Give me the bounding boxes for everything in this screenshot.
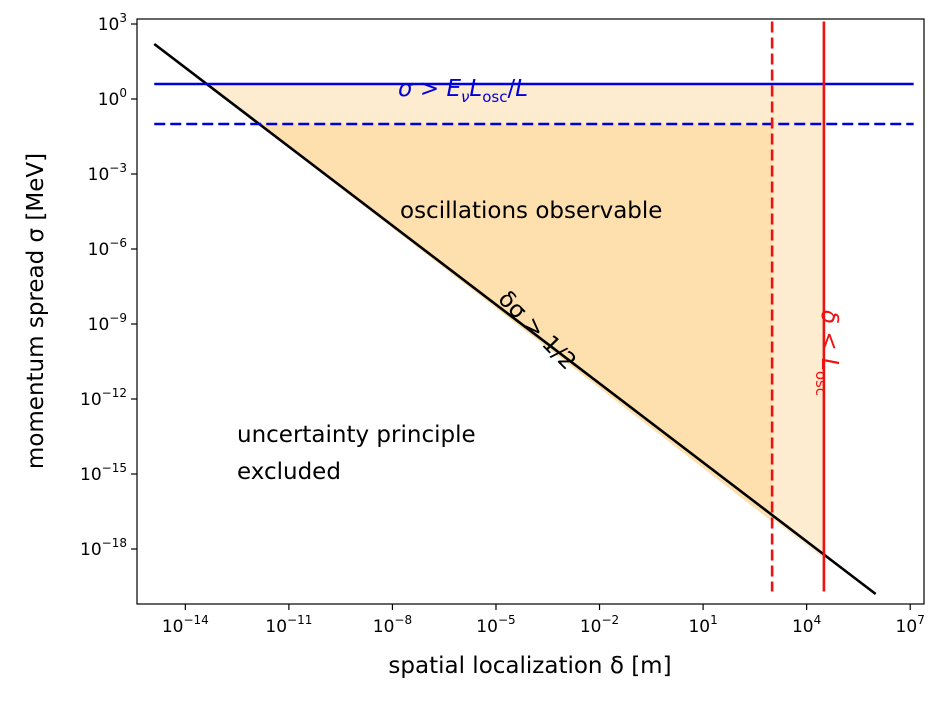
series-line-0 — [153, 42, 877, 596]
oscillations-observable-core — [257, 124, 773, 522]
excluded-label-line2: excluded — [237, 459, 341, 485]
x-tick-label: 10−8 — [373, 613, 412, 637]
delta-threshold-label: δ < Losc — [812, 310, 842, 396]
series-lines — [153, 21, 914, 596]
y-axis-ticks: 10−18 10−15 10−12 10−9 10−6 10−3 100 103 — [80, 11, 137, 560]
oscillations-observable-label: oscillations observable — [400, 198, 662, 224]
y-tick-label: 10−9 — [88, 311, 127, 335]
y-tick-label: 10−12 — [80, 386, 127, 410]
y-tick-label: 100 — [98, 86, 127, 110]
y-axis-label: momentum spread σ [MeV] — [23, 153, 49, 469]
y-tick-label: 103 — [98, 11, 127, 35]
x-tick-label: 10−5 — [476, 613, 515, 637]
excluded-label-line1: uncertainty principle — [237, 422, 476, 448]
y-tick-label: 10−15 — [80, 461, 127, 485]
y-tick-label: 10−18 — [80, 536, 127, 560]
y-tick-label: 10−3 — [88, 161, 127, 185]
x-axis-label: spatial localization δ [m] — [388, 653, 671, 679]
plot-frame — [136, 18, 925, 605]
y-tick-label: 10−6 — [88, 236, 127, 260]
x-tick-label: 101 — [688, 613, 717, 637]
x-axis-ticks: 10−14 10−11 10−8 10−5 10−2 101 104 107 — [162, 604, 925, 637]
x-tick-label: 10−11 — [265, 613, 312, 637]
x-tick-label: 107 — [896, 613, 925, 637]
x-tick-label: 10−2 — [580, 613, 619, 637]
x-tick-label: 104 — [792, 613, 821, 637]
x-tick-label: 10−14 — [162, 613, 209, 637]
sigma-threshold-label: σ > EνLosc/L — [398, 76, 528, 106]
